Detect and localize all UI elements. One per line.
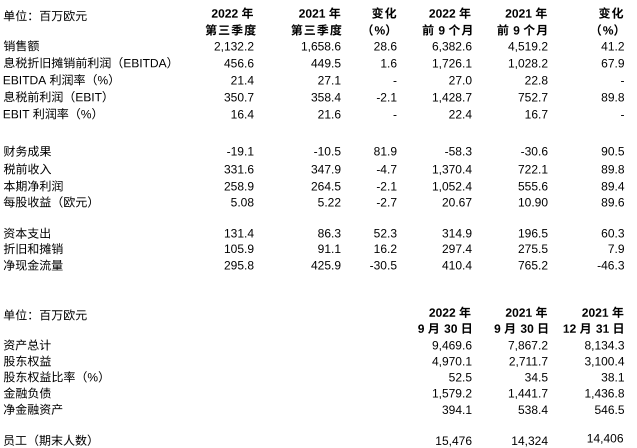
svg-text:3,100.4: 3,100.4: [584, 355, 624, 369]
svg-text:28.6: 28.6: [374, 39, 398, 53]
svg-text:89.8: 89.8: [601, 163, 625, 177]
svg-text:41.2: 41.2: [601, 39, 625, 53]
svg-text:331.6: 331.6: [224, 163, 254, 177]
svg-text:9,469.6: 9,469.6: [432, 339, 472, 353]
svg-text:1,579.2: 1,579.2: [432, 387, 472, 401]
svg-text:-: -: [393, 73, 397, 87]
svg-text:52.5: 52.5: [449, 370, 473, 384]
svg-text:1,052.4: 1,052.4: [432, 180, 472, 194]
svg-text:86.3: 86.3: [318, 227, 342, 241]
svg-text:8,134.3: 8,134.3: [584, 339, 624, 353]
svg-text:555.6: 555.6: [518, 180, 548, 194]
svg-text:14,324: 14,324: [511, 434, 548, 448]
svg-text:-30.6: -30.6: [521, 145, 549, 159]
svg-text:1,428.7: 1,428.7: [432, 90, 472, 104]
svg-text:410.4: 410.4: [442, 259, 472, 273]
svg-text:1,726.1: 1,726.1: [432, 56, 472, 70]
svg-text:1,658.6: 1,658.6: [301, 39, 341, 53]
svg-text:-: -: [621, 73, 625, 87]
svg-text:7,867.2: 7,867.2: [508, 339, 548, 353]
svg-text:89.4: 89.4: [601, 180, 625, 194]
svg-text:394.1: 394.1: [442, 403, 472, 417]
svg-text:1.6: 1.6: [380, 56, 397, 70]
svg-text:20.67: 20.67: [442, 196, 472, 210]
svg-text:-2.7: -2.7: [376, 196, 397, 210]
svg-text:67.9: 67.9: [601, 56, 625, 70]
svg-text:1,370.4: 1,370.4: [432, 163, 472, 177]
svg-text:60.3: 60.3: [601, 227, 625, 241]
svg-text:-58.3: -58.3: [445, 145, 473, 159]
svg-text:90.5: 90.5: [601, 145, 625, 159]
svg-text:456.6: 456.6: [224, 56, 254, 70]
svg-text:89.6: 89.6: [601, 196, 625, 210]
svg-text:10.90: 10.90: [518, 196, 548, 210]
svg-text:105.9: 105.9: [224, 242, 254, 256]
svg-text:27.0: 27.0: [449, 73, 473, 87]
svg-text:-: -: [393, 107, 397, 121]
svg-text:52.3: 52.3: [374, 227, 398, 241]
svg-text:264.5: 264.5: [311, 180, 341, 194]
svg-text:765.2: 765.2: [518, 259, 548, 273]
svg-text:16.7: 16.7: [525, 107, 549, 121]
svg-text:5.08: 5.08: [231, 196, 255, 210]
svg-text:22.4: 22.4: [449, 107, 473, 121]
svg-text:1,028.2: 1,028.2: [508, 56, 548, 70]
svg-text:89.8: 89.8: [601, 90, 625, 104]
svg-text:347.9: 347.9: [311, 163, 341, 177]
svg-text:752.7: 752.7: [518, 90, 548, 104]
svg-text:-2.1: -2.1: [376, 180, 397, 194]
svg-text:16.2: 16.2: [374, 242, 398, 256]
svg-text:546.5: 546.5: [594, 403, 624, 417]
svg-text:350.7: 350.7: [224, 90, 254, 104]
svg-text:425.9: 425.9: [311, 259, 341, 273]
svg-text:14,406: 14,406: [587, 431, 624, 445]
svg-text:27.1: 27.1: [318, 73, 342, 87]
svg-text:314.9: 314.9: [442, 227, 472, 241]
svg-text:4,970.1: 4,970.1: [432, 355, 472, 369]
svg-text:16.4: 16.4: [231, 107, 255, 121]
svg-text:2,132.2: 2,132.2: [214, 39, 254, 53]
svg-text:21.6: 21.6: [318, 107, 342, 121]
svg-text:34.5: 34.5: [525, 370, 549, 384]
svg-text:297.4: 297.4: [442, 242, 472, 256]
svg-text:-10.5: -10.5: [314, 145, 342, 159]
svg-text:449.5: 449.5: [311, 56, 341, 70]
svg-text:275.5: 275.5: [518, 242, 548, 256]
svg-text:538.4: 538.4: [518, 403, 548, 417]
svg-text:91.1: 91.1: [318, 242, 342, 256]
svg-text:196.5: 196.5: [518, 227, 548, 241]
svg-text:1,441.7: 1,441.7: [508, 387, 548, 401]
svg-text:4,519.2: 4,519.2: [508, 39, 548, 53]
svg-text:15,476: 15,476: [435, 434, 472, 448]
svg-text:-46.3: -46.3: [597, 259, 625, 273]
svg-text:22.8: 22.8: [525, 73, 549, 87]
svg-text:81.9: 81.9: [374, 145, 398, 159]
svg-text:722.1: 722.1: [518, 163, 548, 177]
svg-text:-: -: [621, 107, 625, 121]
svg-text:1,436.8: 1,436.8: [584, 387, 624, 401]
svg-text:-30.5: -30.5: [370, 259, 398, 273]
svg-text:5.22: 5.22: [318, 196, 342, 210]
svg-text:-2.1: -2.1: [376, 90, 397, 104]
svg-text:358.4: 358.4: [311, 90, 341, 104]
svg-text:131.4: 131.4: [224, 227, 254, 241]
svg-text:258.9: 258.9: [224, 180, 254, 194]
svg-text:-4.7: -4.7: [376, 163, 397, 177]
svg-text:7.9: 7.9: [608, 242, 625, 256]
svg-text:6,382.6: 6,382.6: [432, 39, 472, 53]
svg-text:-19.1: -19.1: [227, 145, 255, 159]
svg-text:38.1: 38.1: [601, 370, 625, 384]
svg-text:21.4: 21.4: [231, 73, 255, 87]
svg-text:2,711.7: 2,711.7: [509, 355, 548, 369]
svg-text:295.8: 295.8: [224, 259, 254, 273]
